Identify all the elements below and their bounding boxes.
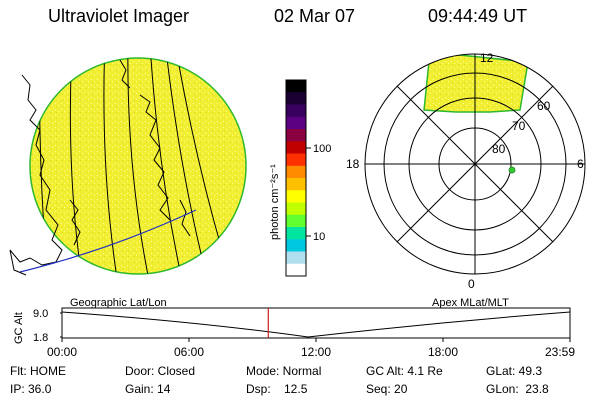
lat-label-60: 60 xyxy=(537,99,551,113)
timeline-y-label: GC Alt xyxy=(13,312,25,344)
coastlines xyxy=(9,59,191,276)
altitude-curve xyxy=(61,311,571,338)
timeline-panel: Geographic Lat/Lon Apex MLat/MLT GC Alt … xyxy=(13,297,575,359)
time-tick-label: 00:00 xyxy=(47,345,77,359)
status-glat: GLat: 49.3 xyxy=(486,364,543,378)
colorbar-band xyxy=(286,116,306,130)
status-flt: Flt: HOME xyxy=(10,364,66,378)
timeline-frame xyxy=(61,307,571,339)
status-gain: Gain: 14 xyxy=(125,382,171,396)
apex-label: Apex MLat/MLT xyxy=(432,297,509,309)
colorbar-bands xyxy=(286,80,306,277)
colorbar-band xyxy=(286,141,306,154)
colorbar-band xyxy=(286,251,306,265)
lat-label-70: 70 xyxy=(512,119,526,133)
colorbar-band xyxy=(286,214,306,228)
time-tick-label: 12:00 xyxy=(301,345,331,359)
status-gc-alt: GC Alt: 4.1 Re xyxy=(366,364,443,378)
colorbar-tick-10: 10 xyxy=(313,231,325,243)
status-panel: Flt: HOME Door: Closed Mode: Normal GC A… xyxy=(0,362,600,400)
earth-disk xyxy=(29,57,247,275)
status-mode: Mode: Normal xyxy=(246,364,322,378)
time-axis-ticks xyxy=(61,338,571,342)
colorbar-band xyxy=(286,202,306,216)
time-label: 09:44:49 UT xyxy=(428,6,528,26)
colorbar-band xyxy=(286,80,306,93)
status-glon: GLon: 23.8 xyxy=(486,382,549,396)
colorbar-unit-label: photon cm⁻²s⁻¹ xyxy=(269,164,281,240)
colorbar-band xyxy=(286,165,306,179)
colorbar-band xyxy=(286,129,306,142)
spacecraft-position-point xyxy=(508,166,516,174)
y-tick-1-8: 1.8 xyxy=(33,332,48,344)
colorbar-tick-100: 100 xyxy=(313,143,331,155)
orbit-track xyxy=(19,209,197,273)
time-tick-label: 23:59 xyxy=(545,345,575,359)
status-dsp: Dsp: 12.5 xyxy=(246,382,308,396)
header: Ultraviolet Imager 02 Mar 07 09:44:49 UT xyxy=(0,6,600,30)
mlt-label-12: 12 xyxy=(480,51,494,65)
mlt-label-18: 18 xyxy=(346,157,360,171)
time-tick-label: 06:00 xyxy=(174,345,204,359)
colorbar-band xyxy=(286,153,306,167)
instrument-title: Ultraviolet Imager xyxy=(48,6,190,26)
colorbar-band xyxy=(286,227,306,240)
y-tick-9: 9.0 xyxy=(33,308,48,320)
mlt-label-0: 0 xyxy=(468,277,475,291)
colorbar: 100 10 photon cm⁻²s⁻¹ xyxy=(269,79,331,277)
globe-panel xyxy=(9,57,247,276)
colorbar-band xyxy=(286,92,306,105)
time-tick-label: 18:00 xyxy=(428,345,458,359)
status-door: Door: Closed xyxy=(125,364,196,378)
lat-label-80: 80 xyxy=(492,142,506,156)
colorbar-band xyxy=(286,263,306,277)
polar-grid xyxy=(364,53,586,275)
geographic-label: Geographic Lat/Lon xyxy=(70,297,167,309)
colorbar-band xyxy=(286,239,306,252)
mlt-label-6: 6 xyxy=(577,157,584,171)
colorbar-band xyxy=(286,104,306,118)
status-seq: Seq: 20 xyxy=(366,382,408,396)
colorbar-band xyxy=(286,190,306,203)
date-label: 02 Mar 07 xyxy=(274,6,356,26)
colorbar-band xyxy=(286,178,306,191)
polar-plot: 12 0 18 6 60 70 80 xyxy=(346,51,586,291)
status-ip: IP: 36.0 xyxy=(10,382,52,396)
